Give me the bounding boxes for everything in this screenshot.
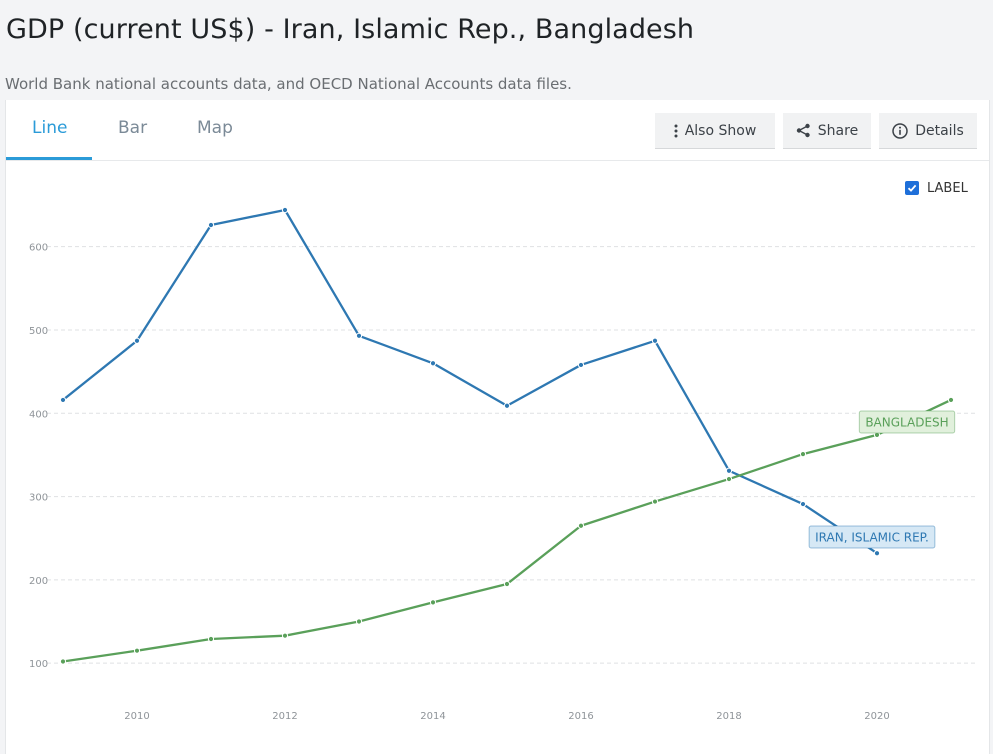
data-point [873,550,881,557]
share-icon [796,123,811,138]
y-tick-label: 500 [29,326,48,337]
label-toggle[interactable]: LABEL [905,180,968,196]
data-point [429,360,437,367]
data-point [577,522,585,529]
data-point [133,337,141,344]
data-point [355,618,363,625]
data-point [725,475,733,483]
y-tick-label: 400 [29,409,48,420]
y-tick-label: 600 [29,243,48,254]
data-point [207,635,215,643]
data-point [133,647,141,654]
series-end-label-text: BANGLADESH [865,416,948,430]
data-point [799,500,807,508]
data-point [207,221,215,229]
tab-line[interactable]: Line [32,118,68,138]
share-button[interactable]: Share [783,113,871,149]
y-tick-label: 100 [29,659,48,670]
label-checkbox[interactable] [905,181,919,195]
y-tick-label: 300 [29,493,48,504]
x-tick-label: 2010 [124,711,149,722]
data-point [59,396,67,404]
data-point [59,658,67,665]
series-end-label: IRAN, ISLAMIC REP. [808,525,936,549]
data-point [725,467,733,474]
series-end-label: BANGLADESH [858,410,956,434]
data-point [503,580,511,588]
x-tick-label: 2020 [864,711,889,722]
data-point [429,599,437,606]
data-point [503,402,511,409]
page-subtitle: World Bank national accounts data, and O… [5,75,572,93]
y-tick-label: 200 [29,576,48,587]
tab-map[interactable]: Map [197,118,233,138]
data-point [651,337,659,344]
info-icon [892,122,908,139]
data-point [577,361,585,369]
x-tick-label: 2014 [420,711,445,722]
x-tick-label: 2016 [568,711,593,722]
data-point [281,206,289,214]
x-tick-label: 2012 [272,711,297,722]
details-button[interactable]: Details [879,113,977,149]
data-point [651,498,659,505]
also-show-button[interactable]: Also Show [655,113,775,149]
also-show-label: Also Show [684,122,757,139]
tabs-divider [6,160,989,161]
active-tab-indicator [6,157,92,160]
data-point [281,632,289,639]
checkmark-icon [907,184,917,192]
vertical-dots-icon [674,124,678,138]
page-title: GDP (current US$) - Iran, Islamic Rep., … [6,14,695,45]
tab-bar[interactable]: Bar [118,118,148,138]
x-tick-label: 2018 [716,711,741,722]
data-point [947,396,955,404]
series-line [62,208,878,555]
data-point [355,332,363,339]
label-toggle-text: LABEL [927,180,968,196]
data-point [799,450,807,458]
details-label: Details [915,122,964,139]
share-label: Share [817,122,859,139]
series-end-label-text: IRAN, ISLAMIC REP. [815,531,929,545]
